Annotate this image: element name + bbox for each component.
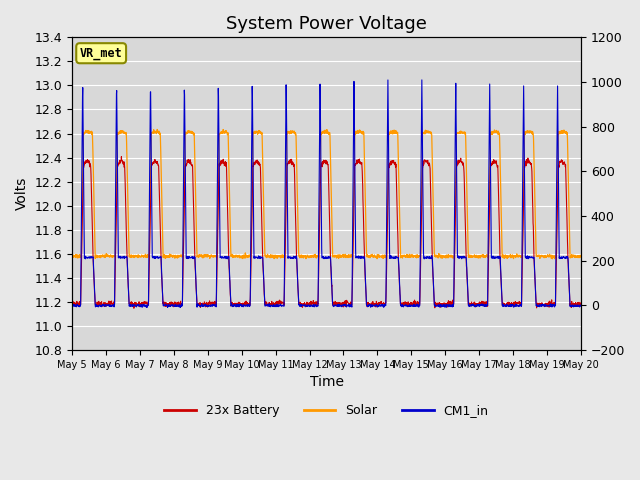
Y-axis label: Volts: Volts [15, 177, 29, 210]
Legend: 23x Battery, Solar, CM1_in: 23x Battery, Solar, CM1_in [159, 399, 493, 422]
Title: System Power Voltage: System Power Voltage [226, 15, 427, 33]
X-axis label: Time: Time [310, 375, 344, 389]
Text: VR_met: VR_met [80, 47, 122, 60]
